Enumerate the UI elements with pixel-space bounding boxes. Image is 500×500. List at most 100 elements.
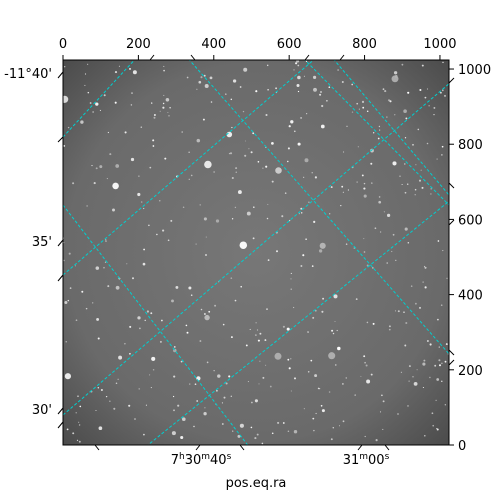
star	[129, 352, 131, 355]
star	[371, 267, 374, 269]
star	[190, 294, 193, 296]
star	[196, 138, 201, 143]
star	[436, 318, 439, 321]
star	[170, 219, 173, 222]
star	[430, 188, 432, 190]
star	[361, 100, 365, 103]
star	[203, 313, 206, 315]
star	[145, 404, 147, 406]
ra-tick-label-0: 7h30m40s	[171, 452, 232, 468]
star	[79, 405, 82, 408]
right-axis-tick-label: 400	[458, 289, 483, 304]
star	[237, 434, 241, 438]
star	[250, 151, 253, 154]
right-axis-tick-label: 200	[458, 364, 483, 379]
star	[329, 213, 331, 215]
star	[351, 111, 354, 113]
star	[228, 375, 231, 378]
wcs-edge-tick	[448, 182, 455, 189]
star	[331, 329, 334, 332]
star	[221, 402, 223, 404]
star	[75, 319, 78, 322]
star	[424, 286, 427, 289]
star	[373, 132, 375, 134]
star	[180, 435, 184, 440]
star	[401, 63, 404, 66]
star	[130, 157, 135, 162]
star	[105, 239, 107, 241]
star	[416, 369, 418, 371]
star	[286, 327, 290, 331]
star	[109, 400, 111, 402]
ra-grid-line	[333, 60, 449, 196]
star	[84, 73, 87, 75]
star	[419, 88, 422, 92]
star	[255, 90, 258, 93]
star	[388, 325, 391, 328]
star	[303, 176, 305, 178]
star	[290, 272, 292, 274]
star	[104, 261, 107, 263]
star	[69, 287, 72, 289]
star	[358, 108, 360, 110]
star	[377, 137, 380, 140]
star	[199, 340, 202, 342]
star	[277, 421, 280, 424]
star	[442, 61, 444, 64]
star	[199, 204, 201, 206]
star	[290, 358, 292, 360]
star	[148, 224, 150, 227]
star	[305, 238, 307, 240]
star	[267, 259, 270, 261]
star	[63, 145, 66, 147]
star	[422, 281, 424, 283]
star	[168, 115, 170, 117]
star	[407, 91, 410, 94]
star	[432, 424, 435, 427]
star	[143, 248, 145, 251]
wcs-edge-tick	[304, 54, 310, 61]
star	[142, 262, 146, 266]
star	[255, 322, 257, 324]
star	[213, 171, 215, 173]
star	[257, 160, 260, 163]
star	[89, 102, 92, 104]
star	[314, 176, 317, 179]
wcs-edge-tick	[448, 219, 455, 226]
wcs-edge-tick	[448, 349, 455, 356]
star	[424, 96, 427, 99]
star	[68, 252, 71, 255]
wcs-edge-tick	[190, 54, 196, 61]
star	[321, 310, 324, 313]
star	[311, 172, 313, 174]
star	[271, 142, 274, 145]
star	[167, 239, 170, 242]
star	[357, 146, 359, 148]
star	[305, 60, 308, 63]
star	[96, 317, 100, 321]
ra-tick-mark	[384, 444, 390, 451]
star	[421, 64, 424, 67]
star	[364, 435, 366, 438]
star	[132, 277, 134, 280]
star	[433, 113, 435, 116]
star	[288, 125, 291, 128]
star	[293, 69, 295, 71]
star	[152, 145, 155, 147]
star	[420, 169, 422, 171]
star	[414, 188, 417, 191]
star	[342, 420, 345, 423]
star	[386, 116, 388, 118]
star	[63, 95, 69, 103]
star	[259, 332, 262, 335]
star	[225, 93, 227, 95]
dec-tick-label-0: -11°40'	[4, 67, 52, 82]
star	[429, 343, 432, 346]
dec-tick-label-1: 35'	[32, 235, 52, 250]
star	[318, 249, 323, 253]
star	[259, 360, 261, 362]
star	[372, 322, 375, 325]
star	[232, 79, 237, 83]
star	[254, 437, 257, 440]
ra-tick-label-1: 31m00s	[343, 452, 390, 468]
